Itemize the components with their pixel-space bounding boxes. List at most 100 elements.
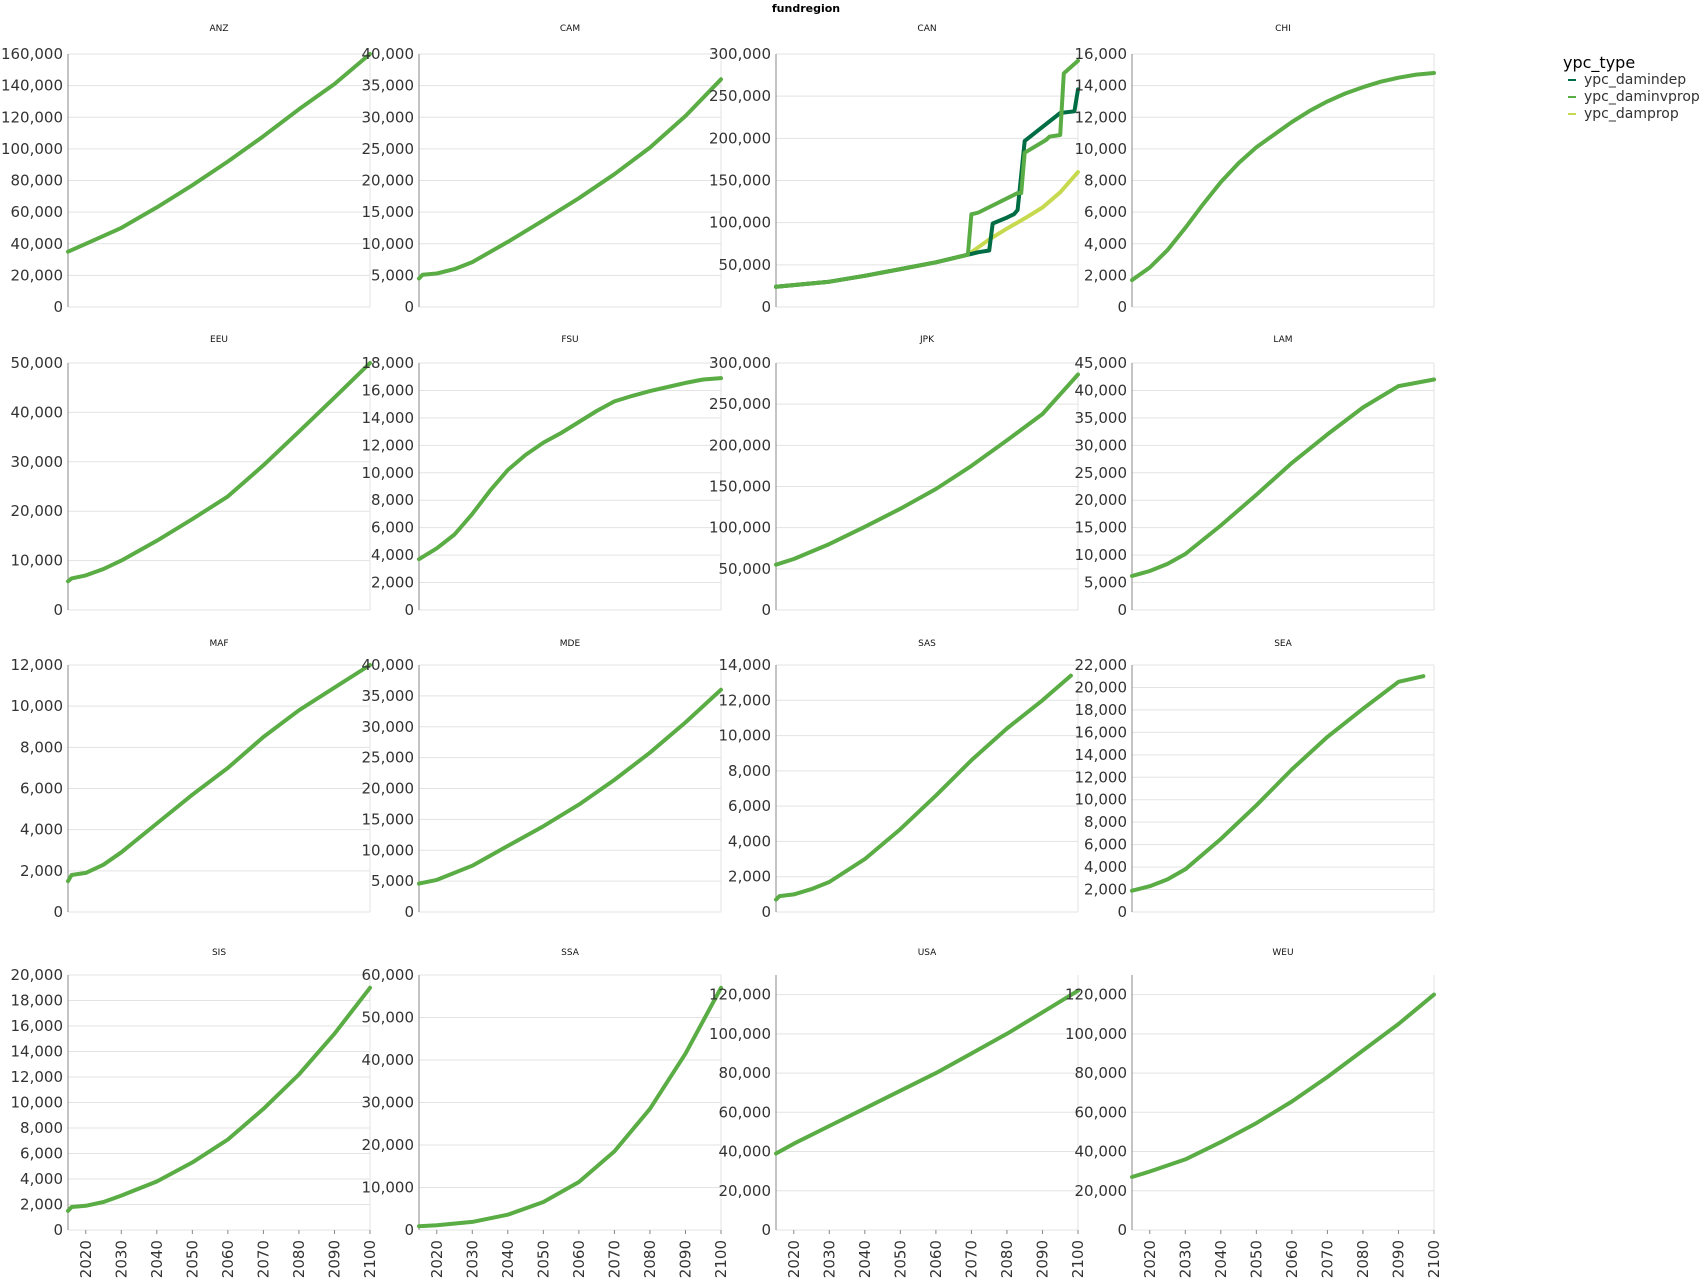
y-tick-label: 0 — [53, 601, 63, 619]
facet-chi: CHI 0 2,000 4,000 6,000 8,000 10,000 12,000 14,0… — [1075, 24, 1436, 316]
y-tick-label: 20,000 — [1075, 491, 1128, 509]
x-tick-label: 2090 — [325, 1240, 343, 1278]
y-tick-label: 2,000 — [20, 862, 63, 880]
y-tick-label: 0 — [1117, 903, 1127, 921]
facet-sas: SAS 0 2,000 4,000 6,000 8,000 10,000 12,000 14,0… — [719, 639, 1079, 921]
y-tick-label: 10,000 — [719, 727, 772, 745]
y-tick-label: 8,000 — [20, 738, 63, 756]
y-tick-label: 60,000 — [719, 1103, 772, 1121]
y-tick-label: 200,000 — [709, 436, 771, 454]
x-tick-label: 2060 — [927, 1240, 945, 1278]
y-tick-label: 60,000 — [362, 966, 415, 984]
facet-title: LAM — [1273, 335, 1292, 345]
x-tick-label: 2050 — [891, 1240, 909, 1278]
x-tick-label: 2090 — [676, 1240, 694, 1278]
facet-title: MDE — [560, 639, 581, 649]
y-tick-label: 10,000 — [362, 841, 415, 859]
x-tick-label: 2080 — [998, 1240, 1016, 1278]
x-tick-label: 2100 — [712, 1240, 730, 1278]
series-line-ypc_daminvprop — [774, 673, 1073, 902]
y-tick-label: 15,000 — [362, 810, 415, 828]
facet-title: WEU — [1272, 948, 1293, 958]
legend-label: ypc_damindep — [1584, 72, 1686, 88]
y-tick-label: 0 — [1117, 601, 1127, 619]
x-tick-label: 2060 — [219, 1240, 237, 1278]
y-tick-label: 250,000 — [709, 395, 771, 413]
y-tick-label: 5,000 — [371, 872, 414, 890]
x-tick-label: 2040 — [148, 1240, 166, 1278]
series-line-ypc_daminvprop — [417, 77, 723, 281]
y-tick-label: 0 — [404, 601, 414, 619]
series-line-ypc_daminvprop — [66, 52, 372, 254]
y-tick-label: 300,000 — [709, 45, 771, 63]
y-tick-label: 6,000 — [20, 1145, 63, 1163]
x-tick-label: 2070 — [254, 1240, 272, 1278]
facet-title: FSU — [561, 335, 578, 345]
y-tick-label: 20,000 — [362, 172, 415, 190]
facet-sis: SIS 0 2,000 4,000 6,000 8,000 10,000 12,000 14,0… — [11, 948, 380, 1278]
y-tick-label: 10,000 — [11, 697, 64, 715]
y-tick-label: 15,000 — [1075, 519, 1128, 537]
y-tick-label: 2,000 — [371, 574, 414, 592]
y-tick-label: 5,000 — [371, 266, 414, 284]
y-tick-label: 20,000 — [11, 966, 64, 984]
facet-title: CAN — [917, 24, 936, 34]
y-tick-label: 16,000 — [1075, 45, 1128, 63]
y-tick-label: 0 — [53, 903, 63, 921]
facet-title: SEA — [1274, 639, 1292, 649]
y-tick-label: 8,000 — [20, 1119, 63, 1137]
y-tick-label: 10,000 — [11, 552, 64, 570]
facet-maf: MAF 0 2,000 4,000 6,000 8,000 10,000 12,000 — [11, 639, 372, 921]
y-tick-label: 20,000 — [1075, 1182, 1128, 1200]
x-tick-label: 2080 — [290, 1240, 308, 1278]
y-tick-label: 2,000 — [728, 868, 771, 886]
y-tick-label: 30,000 — [1075, 436, 1128, 454]
facet-ssa: SSA 0 10,000 20,000 30,000 40,000 50,000 60,000… — [362, 948, 731, 1278]
y-tick-label: 18,000 — [362, 354, 415, 372]
facet-eeu: EEU 0 10,000 20,000 30,000 40,000 50,000 — [11, 335, 372, 619]
x-tick-label: 2100 — [1069, 1240, 1087, 1278]
y-tick-label: 4,000 — [1084, 858, 1127, 876]
x-tick-label: 2040 — [856, 1240, 874, 1278]
y-tick-label: 12,000 — [362, 436, 415, 454]
facet-title: MAF — [209, 639, 228, 649]
x-tick-label: 2040 — [1212, 1240, 1230, 1278]
y-tick-label: 40,000 — [1075, 1143, 1128, 1161]
y-tick-label: 8,000 — [371, 491, 414, 509]
y-tick-label: 10,000 — [1075, 140, 1128, 158]
y-tick-label: 100,000 — [709, 1025, 771, 1043]
y-tick-label: 100,000 — [709, 214, 771, 232]
series-line-ypc_daminvprop — [1130, 992, 1436, 1179]
facet-jpk: JPK 0 50,000 100,000 150,000 200,000 250,000 30… — [709, 335, 1080, 619]
series-line-ypc_daminvprop — [1130, 71, 1436, 283]
y-tick-label: 20,000 — [362, 1136, 415, 1154]
y-tick-label: 45,000 — [1075, 354, 1128, 372]
y-tick-label: 6,000 — [1084, 203, 1127, 221]
y-tick-label: 2,000 — [1084, 266, 1127, 284]
legend-item: ypc_daminvprop — [1568, 89, 1700, 105]
y-tick-label: 6,000 — [371, 519, 414, 537]
y-tick-label: 25,000 — [1075, 464, 1128, 482]
y-tick-label: 60,000 — [1075, 1103, 1128, 1121]
x-tick-label: 2050 — [183, 1240, 201, 1278]
x-tick-label: 2070 — [962, 1240, 980, 1278]
x-tick-label: 2030 — [463, 1240, 481, 1278]
y-tick-label: 6,000 — [20, 780, 63, 798]
y-tick-label: 0 — [761, 298, 771, 316]
legend-label: ypc_daminvprop — [1584, 89, 1700, 105]
facet-can: CAN 0 50,000 100,000 150,000 200,000 250,000 30… — [709, 24, 1080, 316]
y-tick-label: 8,000 — [728, 762, 771, 780]
y-tick-label: 10,000 — [362, 235, 415, 253]
facet-sea: SEA 0 2,000 4,000 6,000 8,000 10,000 12,000 14,0… — [1075, 639, 1435, 921]
facet-title: EEU — [210, 335, 228, 345]
y-tick-label: 35,000 — [1075, 409, 1128, 427]
facet-usa: USA 0 20,000 40,000 60,000 80,000 100,000 120,0… — [709, 948, 1087, 1278]
x-tick-label: 2020 — [428, 1240, 446, 1278]
facet-title: SAS — [918, 639, 936, 649]
facet-title: CHI — [1275, 24, 1291, 34]
facet-title: JPK — [919, 335, 935, 345]
y-tick-label: 140,000 — [1, 77, 63, 95]
series-line-ypc_daminvprop — [774, 372, 1080, 567]
series-line-ypc_daminvprop — [417, 687, 723, 886]
facet-weu: WEU 0 20,000 40,000 60,000 80,000 100,000 120,0… — [1065, 948, 1443, 1278]
